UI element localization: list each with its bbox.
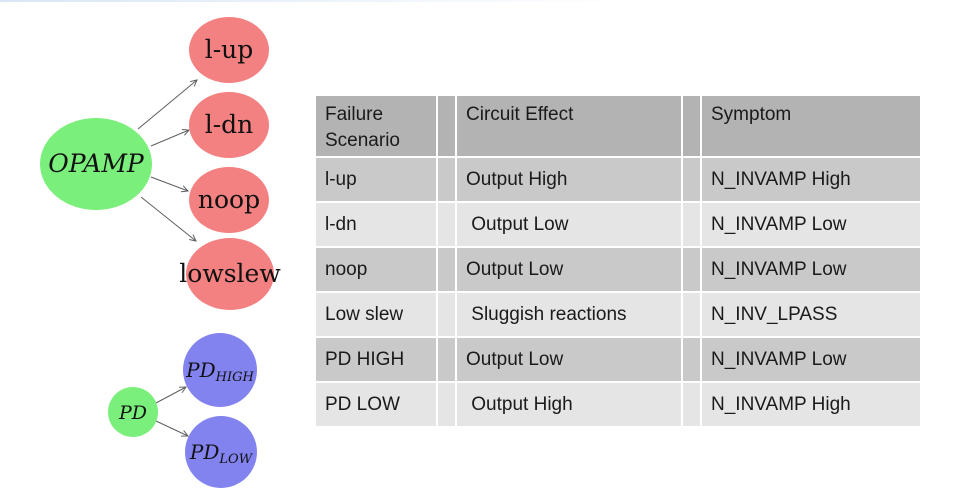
table-row: PD LOW Output High N_INVAMP High xyxy=(316,383,920,426)
cell-spacer xyxy=(438,338,455,381)
table-row: PD HIGH Output Low N_INVAMP Low xyxy=(316,338,920,381)
cell-effect: Output Low xyxy=(457,248,681,291)
cell-effect: Output Low xyxy=(457,203,681,246)
failure-node-lowslew-label: lowslew xyxy=(179,259,281,288)
failure-node-noop-label: noop xyxy=(198,185,260,214)
cell-symptom: N_INVAMP High xyxy=(702,158,920,201)
cell-spacer xyxy=(438,383,455,426)
cell-symptom: N_INVAMP High xyxy=(702,383,920,426)
cell-scenario: noop xyxy=(316,248,436,291)
failure-node-ldn xyxy=(189,92,269,158)
cell-effect: Output High xyxy=(457,383,681,426)
edge-opamp-to-noop xyxy=(150,176,190,193)
pd-node-low xyxy=(185,416,257,488)
failure-node-lup xyxy=(189,17,269,83)
cell-spacer xyxy=(683,383,700,426)
table-row: l-up Output High N_INVAMP High xyxy=(316,158,920,201)
pd-root-node xyxy=(108,387,158,437)
cell-scenario: PD LOW xyxy=(316,383,436,426)
edge-pd-to-pdhigh xyxy=(155,386,187,404)
failure-scenario-table: Failure Scenario Circuit Effect Symptom … xyxy=(314,94,922,428)
cell-symptom: N_INVAMP Low xyxy=(702,338,920,381)
pd-node-low-label: PDLOW xyxy=(189,440,254,467)
table-header-row: Failure Scenario Circuit Effect Symptom xyxy=(316,96,920,156)
pd-node-high-label: PDHIGH xyxy=(185,358,254,385)
cell-spacer xyxy=(438,203,455,246)
pd-high-subscript-text: HIGH xyxy=(215,370,255,385)
pd-high-base-text: PD xyxy=(185,358,216,382)
cell-scenario: l-up xyxy=(316,158,436,201)
fault-tree-diagram: OPAMP l-up l-dn noop lowslew PD PDHIGH P… xyxy=(40,17,281,488)
edge-opamp-to-lowslew xyxy=(140,196,197,242)
failure-node-lowslew xyxy=(186,238,274,310)
edge-opamp-to-ldn xyxy=(150,129,191,147)
cell-spacer xyxy=(683,158,700,201)
cell-effect: Output High xyxy=(457,158,681,201)
top-window-border xyxy=(0,0,640,2)
pd-low-subscript-text: LOW xyxy=(218,452,253,467)
table-row: Low slew Sluggish reactions N_INV_LPASS xyxy=(316,293,920,336)
pd-low-base-text: PD xyxy=(189,440,220,464)
cell-symptom: N_INVAMP Low xyxy=(702,203,920,246)
header-symptom: Symptom xyxy=(702,96,920,156)
failure-node-lup-label: l-up xyxy=(205,35,254,64)
edge-pd-to-pdlow xyxy=(155,420,190,437)
cell-scenario: Low slew xyxy=(316,293,436,336)
failure-node-noop xyxy=(189,167,269,233)
cell-symptom: N_INV_LPASS xyxy=(702,293,920,336)
pd-root-label: PD xyxy=(118,402,147,424)
cell-spacer xyxy=(438,293,455,336)
cell-spacer xyxy=(438,158,455,201)
cell-symptom: N_INVAMP Low xyxy=(702,248,920,291)
cell-spacer xyxy=(683,293,700,336)
cell-spacer xyxy=(683,338,700,381)
opamp-root-label: OPAMP xyxy=(48,149,145,178)
header-spacer-2 xyxy=(683,96,700,156)
header-circuit-effect: Circuit Effect xyxy=(457,96,681,156)
opamp-root-node xyxy=(40,118,152,210)
edge-opamp-to-lup xyxy=(137,79,198,130)
pd-node-high xyxy=(183,333,257,407)
cell-effect: Sluggish reactions xyxy=(457,293,681,336)
cell-effect: Output Low xyxy=(457,338,681,381)
table-row: l-dn Output Low N_INVAMP Low xyxy=(316,203,920,246)
table-row: noop Output Low N_INVAMP Low xyxy=(316,248,920,291)
failure-node-ldn-label: l-dn xyxy=(205,110,254,139)
cell-spacer xyxy=(438,248,455,291)
cell-spacer xyxy=(683,248,700,291)
header-spacer-1 xyxy=(438,96,455,156)
cell-scenario: PD HIGH xyxy=(316,338,436,381)
header-failure-scenario: Failure Scenario xyxy=(316,96,436,156)
cell-spacer xyxy=(683,203,700,246)
cell-scenario: l-dn xyxy=(316,203,436,246)
